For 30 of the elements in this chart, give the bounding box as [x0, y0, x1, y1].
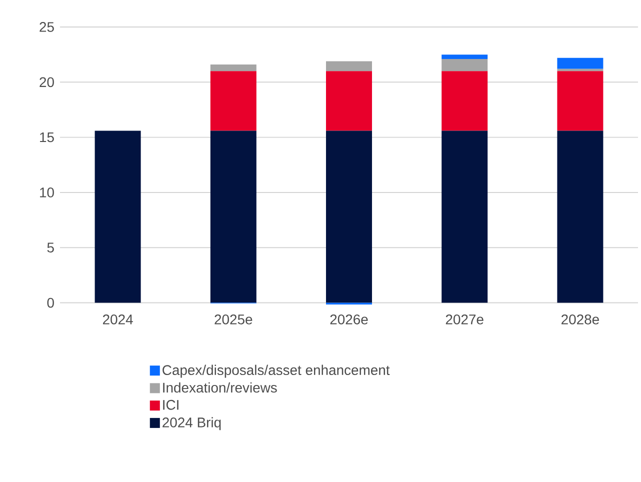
legend-label: Indexation/reviews	[163, 382, 277, 393]
bar	[557, 58, 604, 69]
bar	[557, 68, 604, 72]
x-tick-label: 2028e	[562, 314, 599, 324]
bar	[557, 130, 604, 303]
bar	[326, 130, 372, 303]
bar	[557, 71, 604, 131]
x-tick-label: 2024	[102, 314, 133, 324]
y-tick-label: 15	[40, 132, 54, 142]
bar	[94, 130, 141, 303]
bar	[442, 54, 488, 59]
bar	[326, 71, 372, 131]
legend-label: ICI	[163, 400, 178, 410]
x-tick-label: 2027e	[446, 314, 484, 324]
x-tick-label: 2026e	[330, 314, 368, 324]
y-tick-label: 20	[40, 77, 54, 88]
y-tick-label: 0	[47, 298, 54, 308]
y-tick-label: 25	[40, 22, 54, 32]
x-tick-label: 2025e	[214, 314, 252, 324]
y-tick-label: 5	[47, 242, 54, 253]
bar	[442, 58, 488, 72]
bar	[210, 130, 256, 303]
bar	[442, 71, 488, 131]
legend-label: 2024 Briq	[162, 417, 221, 430]
bar	[326, 61, 372, 72]
bar	[210, 71, 256, 131]
legend-label: Capex/disposals/asset enhancement	[162, 364, 390, 378]
bar	[210, 64, 256, 72]
y-tick-label: 10	[40, 188, 54, 198]
bar	[442, 130, 488, 303]
